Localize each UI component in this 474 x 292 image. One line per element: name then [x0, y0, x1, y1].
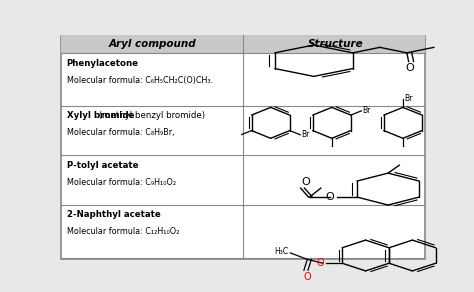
Text: O: O	[326, 192, 334, 202]
Text: O: O	[302, 177, 310, 187]
Text: Aryl compound: Aryl compound	[109, 39, 197, 49]
Text: Br: Br	[301, 130, 310, 139]
Text: Molecular formula: C₆H₅CH₂C(O)CH₃.: Molecular formula: C₆H₅CH₂C(O)CH₃.	[66, 76, 213, 84]
Text: O: O	[406, 63, 415, 73]
FancyBboxPatch shape	[61, 36, 425, 259]
Text: O: O	[303, 272, 311, 282]
Text: Phenylacetone: Phenylacetone	[66, 59, 138, 68]
Text: H₃C: H₃C	[274, 247, 289, 256]
Text: O: O	[317, 258, 325, 267]
Text: Br: Br	[363, 106, 371, 115]
Text: Molecular formula: C₉H₁₀O₂: Molecular formula: C₉H₁₀O₂	[66, 178, 176, 187]
Text: Molecular formula: C₁₂H₁₀O₂: Molecular formula: C₁₂H₁₀O₂	[66, 227, 179, 236]
Text: Xylyl bromide: Xylyl bromide	[66, 112, 134, 121]
Text: Molecular formula: C₈H₉Br,: Molecular formula: C₈H₉Br,	[66, 128, 174, 137]
FancyBboxPatch shape	[61, 35, 425, 53]
Text: P-tolyl acetate: P-tolyl acetate	[66, 161, 138, 170]
Text: 2-Naphthyl acetate: 2-Naphthyl acetate	[66, 211, 160, 219]
Text: Structure: Structure	[308, 39, 364, 49]
Text: (methyl benzyl bromide): (methyl benzyl bromide)	[96, 112, 205, 121]
Text: Br: Br	[404, 94, 412, 103]
